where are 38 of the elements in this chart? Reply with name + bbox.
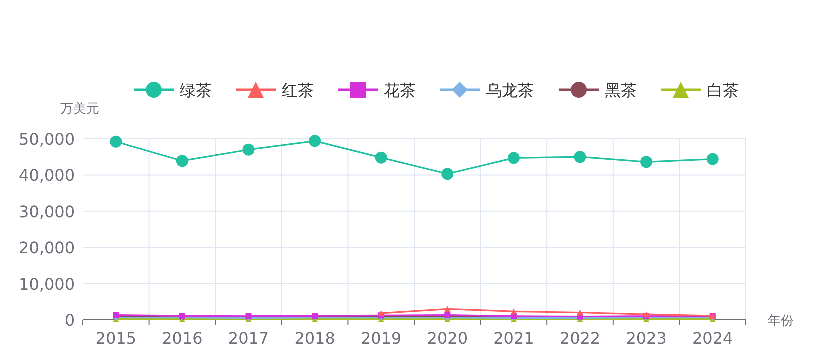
y-tick-label: 40,000 [19, 166, 75, 186]
y-tick-label: 20,000 [19, 238, 75, 258]
point [442, 168, 454, 180]
legend-label: 绿茶 [180, 81, 212, 100]
legend-label: 乌龙茶 [486, 81, 534, 100]
x-tick-label: 2015 [96, 329, 137, 348]
point [110, 136, 122, 148]
point [375, 152, 388, 164]
point [508, 152, 520, 164]
point [242, 144, 255, 156]
x-tick-label: 2019 [360, 329, 402, 348]
x-tick-label: 2022 [560, 329, 601, 348]
y-tick-label: 10,000 [19, 274, 75, 294]
y-axis-title: 万美元 [60, 101, 100, 117]
legend-label: 红茶 [282, 81, 314, 100]
point [574, 151, 586, 164]
x-tick-label: 2018 [294, 329, 336, 348]
legend-label: 花茶 [384, 81, 416, 100]
point [444, 306, 451, 312]
legend-label: 白茶 [707, 81, 739, 100]
legend-label: 黑茶 [605, 81, 637, 100]
point [706, 153, 719, 166]
x-axis-title: 年份 [768, 314, 794, 329]
point [176, 155, 188, 168]
point [577, 310, 584, 316]
x-tick-label: 2023 [626, 329, 667, 348]
point [640, 156, 653, 168]
y-tick-label: 0 [64, 311, 75, 330]
x-tick-label: 2021 [494, 329, 534, 348]
x-tick-label: 2024 [692, 329, 734, 348]
point [378, 310, 384, 316]
point [309, 135, 322, 148]
y-tick-label: 50,000 [19, 130, 75, 149]
x-tick-label: 2020 [427, 329, 468, 348]
point [510, 308, 517, 315]
x-tick-label: 2016 [162, 329, 203, 348]
x-tick-label: 2017 [228, 329, 270, 348]
y-tick-label: 30,000 [19, 202, 75, 222]
